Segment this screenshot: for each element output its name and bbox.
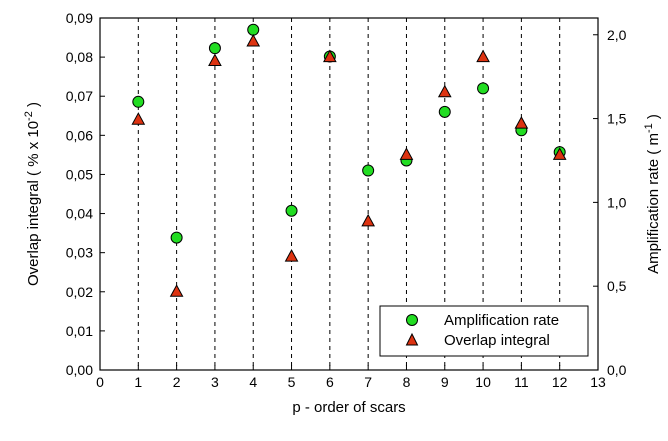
legend-label-overlap-integral: Overlap integral <box>444 332 550 349</box>
amplification-rate-point-10 <box>477 82 490 95</box>
legend-label-amplification-rate: Amplification rate <box>444 312 559 329</box>
y2-tick-label-0: 0,0 <box>607 362 627 378</box>
overlap-integral-point-11 <box>514 116 529 129</box>
y-axis-title: Overlap integral ( % x 10-2 ) <box>23 102 42 286</box>
amplification-rate-point-3 <box>208 42 221 55</box>
data-marks <box>131 23 567 297</box>
y-tick-label-2: 0,02 <box>66 284 93 300</box>
overlap-integral-point-7 <box>361 213 375 227</box>
y2-tick-label-4: 2,0 <box>607 27 627 43</box>
x-tick-label-6: 6 <box>326 374 334 390</box>
x-tick-label-13: 13 <box>590 374 606 390</box>
y2-axis-title-main: Amplification rate ( m <box>645 133 662 274</box>
x-tick-label-3: 3 <box>211 374 219 390</box>
amplification-rate-point-4 <box>247 23 260 36</box>
y2-axis-title-exponent: -1 <box>643 123 655 133</box>
legend-box <box>379 305 589 357</box>
overlap-integral-point-2 <box>169 284 184 297</box>
overlap-integral-point-10 <box>476 49 490 63</box>
legend-circle-marker <box>406 314 418 326</box>
x-tick-label-12: 12 <box>552 374 568 390</box>
y-axis-title-exponent: -2 <box>23 111 35 121</box>
y-axis-title-close: ) <box>25 102 42 111</box>
y-tick-label-6: 0,06 <box>66 127 93 143</box>
overlap-integral-point-4 <box>246 33 261 47</box>
y2-tick-label-3: 1,5 <box>607 111 627 127</box>
y-tick-label-5: 0,05 <box>66 166 93 182</box>
amplification-rate-point-1 <box>132 95 145 108</box>
amplification-rate-point-5 <box>285 204 298 217</box>
y-tick-label-1: 0,01 <box>66 323 93 339</box>
amplification-rate-point-2 <box>170 231 183 244</box>
overlap-integral-point-5 <box>284 249 299 262</box>
y-tick-label-4: 0,04 <box>66 206 93 222</box>
x-axis-title: p - order of scars <box>292 399 405 416</box>
x-tick-label-10: 10 <box>475 374 491 390</box>
axes <box>99 17 599 371</box>
y-axis-title-main: Overlap integral ( % x 10 <box>25 121 42 286</box>
x-tick-label-8: 8 <box>403 374 411 390</box>
y-axis-ticks: 0,00 0,01 0,02 0,03 0,04 0,05 0,06 0,07 0,08 0,09 <box>66 10 105 378</box>
overlap-integral-point-9 <box>437 84 452 98</box>
overlap-integral-point-8 <box>399 147 414 160</box>
overlap-integral-point-1 <box>131 112 146 125</box>
x-tick-label-0: 0 <box>96 374 104 390</box>
y2-axis-title-close: ) <box>645 114 662 123</box>
legend-triangle-marker <box>405 332 419 346</box>
x-tick-label-4: 4 <box>249 374 257 390</box>
x-tick-label-9: 9 <box>441 374 449 390</box>
y2-tick-label-2: 1,0 <box>607 194 627 210</box>
amplification-rate-point-9 <box>438 105 451 118</box>
overlap-integral-point-12 <box>552 147 567 160</box>
x-tick-label-2: 2 <box>173 374 181 390</box>
y2-axis-ticks: 0,0 0,5 1,0 1,5 2,0 <box>593 27 627 378</box>
x-tick-label-1: 1 <box>134 374 142 390</box>
x-axis-ticks: 0 1 2 3 4 5 6 7 8 9 10 11 12 13 <box>96 365 606 390</box>
y-tick-label-7: 0,07 <box>66 88 93 104</box>
x-tick-label-11: 11 <box>514 374 529 390</box>
x-tick-label-5: 5 <box>288 374 296 390</box>
overlap-integral-point-6 <box>323 49 337 63</box>
y-tick-label-0: 0,00 <box>66 362 93 378</box>
legend: Amplification rate Overlap integral <box>379 305 589 357</box>
grid-lines <box>137 18 561 370</box>
overlap-integral-point-3 <box>208 53 222 67</box>
y-tick-label-8: 0,08 <box>66 49 93 65</box>
y2-tick-label-1: 0,5 <box>607 278 627 294</box>
y2-axis-title: Amplification rate ( m-1 ) <box>643 114 662 274</box>
amplification-rate-point-7 <box>362 164 375 177</box>
y-tick-label-3: 0,03 <box>66 245 93 261</box>
plot-frame <box>99 17 599 371</box>
y-tick-label-9: 0,09 <box>66 10 93 26</box>
x-tick-label-7: 7 <box>364 374 372 390</box>
